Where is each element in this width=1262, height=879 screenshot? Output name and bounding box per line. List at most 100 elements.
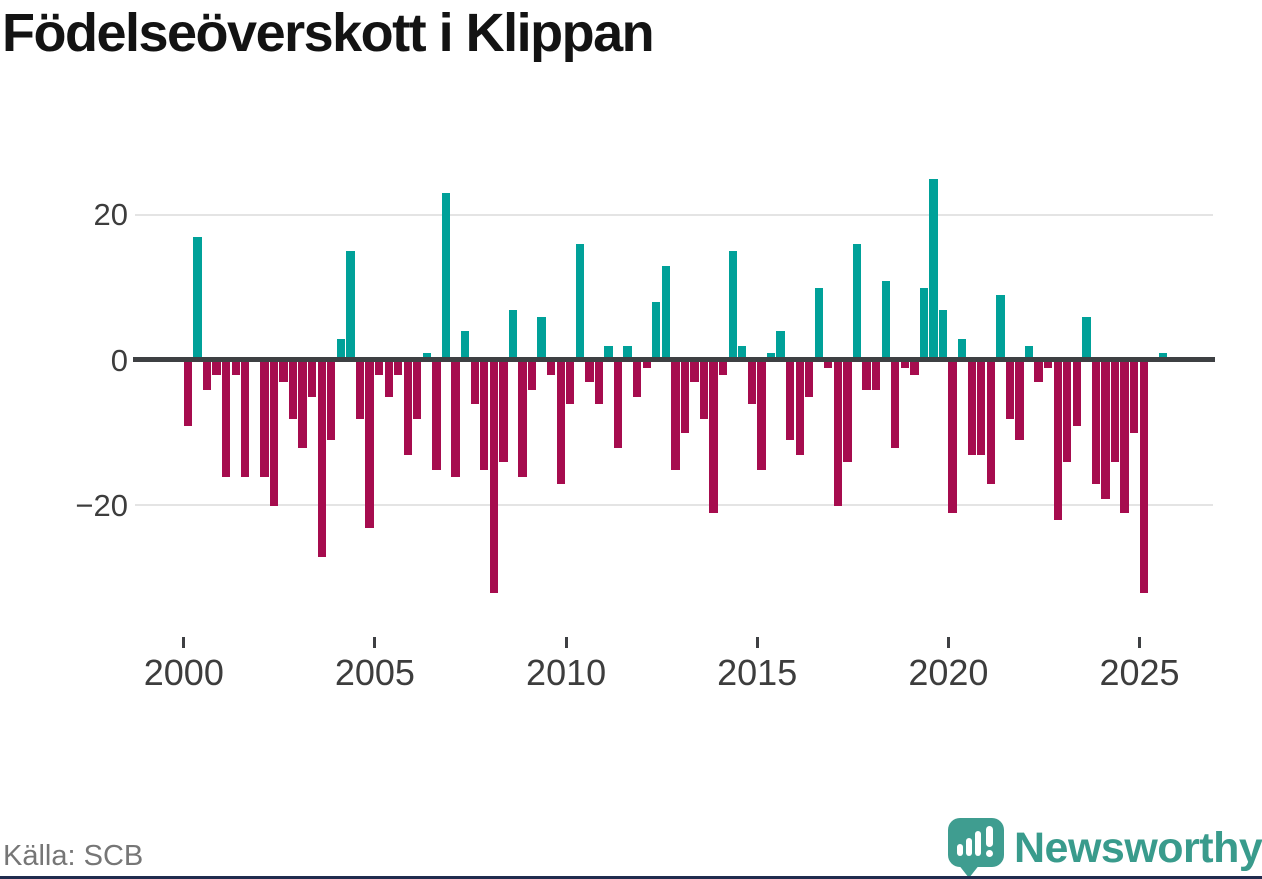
bar-2008Q1 xyxy=(489,360,498,594)
bar-2014Q1 xyxy=(719,360,728,376)
x-tick-label-2010: 2010 xyxy=(526,652,607,693)
bar-2009Q3 xyxy=(547,360,556,376)
bar-2003Q2 xyxy=(308,360,317,397)
bar-2009Q4 xyxy=(556,360,565,485)
bar-2023Q1 xyxy=(1063,360,1072,463)
bar-2006Q4 xyxy=(441,193,451,361)
x-tick-mark-2015 xyxy=(755,637,759,648)
x-tick-label-2025: 2025 xyxy=(1099,652,1180,693)
bar-2013Q3 xyxy=(699,360,709,419)
bar-2024Q4 xyxy=(1130,360,1139,434)
bar-2008Q3 xyxy=(508,309,518,361)
bar-2003Q4 xyxy=(327,360,336,441)
bar-2023Q2 xyxy=(1072,360,1081,426)
x-tick-label-2015: 2015 xyxy=(717,652,798,693)
bar-2009Q2 xyxy=(537,316,546,361)
bar-2011Q1 xyxy=(604,345,613,361)
bar-2018Q4 xyxy=(900,360,909,368)
bar-2011Q3 xyxy=(623,345,632,361)
bar-2025Q1 xyxy=(1139,360,1148,594)
bar-2005Q2 xyxy=(384,360,393,397)
bar-2013Q1 xyxy=(680,360,690,434)
bar-2010Q4 xyxy=(594,360,604,405)
bar-2012Q4 xyxy=(671,360,680,470)
bar-2000Q4 xyxy=(212,360,221,376)
logo-bar-small xyxy=(957,844,963,856)
bar-2016Q4 xyxy=(824,360,833,368)
bar-2024Q3 xyxy=(1120,360,1129,514)
bar-2002Q1 xyxy=(260,360,269,477)
bar-2021Q1 xyxy=(986,360,995,485)
bar-2011Q2 xyxy=(613,360,623,448)
bar-2007Q2 xyxy=(460,331,470,361)
bar-2018Q3 xyxy=(891,360,900,448)
x-tick-label-2000: 2000 xyxy=(143,652,224,693)
bar-2020Q4 xyxy=(977,360,986,455)
bar-2003Q1 xyxy=(298,360,307,448)
gridline-minus-20 xyxy=(135,504,1213,506)
bar-2012Q2 xyxy=(652,302,661,361)
bar-2015Q4 xyxy=(785,360,795,441)
x-tick-mark-2000 xyxy=(182,637,186,648)
bar-2000Q3 xyxy=(202,360,212,390)
bar-2006Q1 xyxy=(413,360,422,419)
bar-2021Q3 xyxy=(1005,360,1015,419)
zero-axis-line xyxy=(133,357,1215,362)
bar-2019Q1 xyxy=(910,360,919,376)
bar-2024Q1 xyxy=(1101,360,1110,499)
bar-2000Q1 xyxy=(183,360,193,426)
bar-2011Q4 xyxy=(633,360,642,397)
bar-2020Q2 xyxy=(957,338,967,361)
bar-2022Q4 xyxy=(1053,360,1062,521)
bar-2004Q4 xyxy=(365,360,374,528)
bar-2016Q3 xyxy=(814,287,823,361)
bar-2020Q3 xyxy=(967,360,976,455)
x-tick-mark-2010 xyxy=(564,637,568,648)
bar-2014Q2 xyxy=(728,251,737,361)
bar-2009Q1 xyxy=(527,360,537,390)
bar-2017Q4 xyxy=(862,360,871,390)
bar-2015Q3 xyxy=(776,331,785,361)
bar-2023Q3 xyxy=(1082,316,1091,361)
bar-2005Q1 xyxy=(374,360,384,376)
y-tick-label-0: 0 xyxy=(110,343,128,378)
bar-2006Q2 xyxy=(422,353,432,361)
bar-2003Q3 xyxy=(317,360,326,557)
bar-2021Q4 xyxy=(1015,360,1024,441)
bar-2007Q1 xyxy=(451,360,460,477)
bar-2004Q3 xyxy=(355,360,365,419)
bar-2022Q1 xyxy=(1024,345,1034,361)
bar-2024Q2 xyxy=(1110,360,1120,463)
source-credit: Källa: SCB xyxy=(3,840,144,872)
bar-2025Q3 xyxy=(1158,353,1167,361)
bar-2010Q3 xyxy=(585,360,594,383)
bar-2015Q2 xyxy=(766,353,776,361)
bar-2020Q1 xyxy=(948,360,957,514)
bar-2018Q2 xyxy=(881,280,890,361)
bar-2012Q1 xyxy=(642,360,651,368)
gridline-plus-20 xyxy=(135,214,1213,216)
x-tick-label-2005: 2005 xyxy=(334,652,415,693)
logo-exclamation-dot xyxy=(986,850,993,857)
bar-2001Q3 xyxy=(241,360,250,477)
bar-2006Q3 xyxy=(432,360,441,470)
bar-2007Q3 xyxy=(470,360,479,405)
bar-2010Q2 xyxy=(575,244,584,361)
bar-2021Q2 xyxy=(996,295,1005,361)
logo-bar-tall xyxy=(975,831,981,856)
bar-2014Q4 xyxy=(747,360,757,405)
logo-exclamation-stem xyxy=(986,826,993,847)
brand-name: Newsworthy xyxy=(1014,824,1262,872)
bar-2013Q4 xyxy=(709,360,718,514)
chart-title: Födelseöverskott i Klippan xyxy=(2,3,655,63)
bar-2016Q1 xyxy=(795,360,804,455)
bar-2000Q2 xyxy=(193,236,202,361)
bar-2019Q4 xyxy=(938,309,948,361)
bar-2022Q2 xyxy=(1034,360,1043,383)
bar-2005Q4 xyxy=(403,360,412,455)
bar-2004Q2 xyxy=(346,251,355,361)
bar-2010Q1 xyxy=(566,360,575,405)
bar-2019Q2 xyxy=(919,287,929,361)
x-tick-mark-2020 xyxy=(946,637,950,648)
